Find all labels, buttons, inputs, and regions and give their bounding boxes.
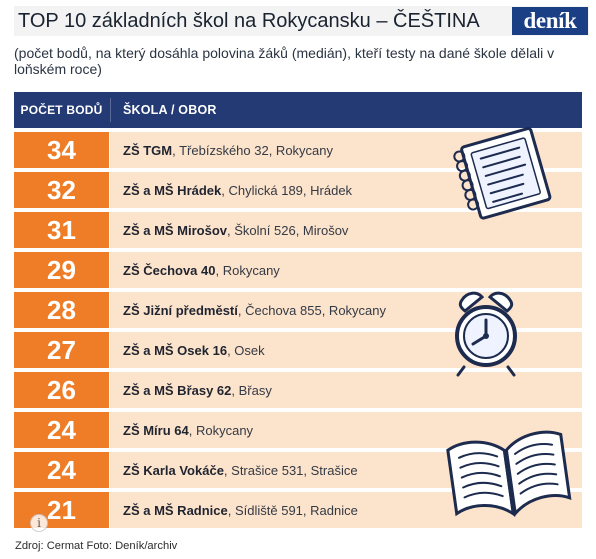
table-row: 31 ZŠ a MŠ Mirošov, Školní 526, Mirošov xyxy=(14,212,582,248)
school-name: ZŠ a MŠ Břasy 62 xyxy=(123,382,232,398)
school-name: ZŠ Jižní předměstí xyxy=(123,302,238,318)
notebook-icon xyxy=(453,127,552,220)
school-text: ZŠ Karla Vokáče, Strašice 531, Strašice xyxy=(123,452,358,488)
school-address: , Rokycany xyxy=(215,262,280,278)
school-text: ZŠ Míru 64, Rokycany xyxy=(123,412,253,448)
school-name: ZŠ a MŠ Hrádek xyxy=(123,182,222,198)
source-credit: Zdroj: Cermat Foto: Deník/archiv xyxy=(15,540,178,552)
school-text: ZŠ a MŠ Mirošov, Školní 526, Mirošov xyxy=(123,212,348,248)
alarm-clock-icon xyxy=(455,291,517,377)
school-text: ZŠ a MŠ Osek 16, Osek xyxy=(123,332,265,368)
school-address: , Školní 526, Mirošov xyxy=(227,222,349,238)
school-name: ZŠ a MŠ Radnice xyxy=(123,502,228,518)
score-cell: 31 xyxy=(14,212,109,248)
school-address: , Strašice 531, Strašice xyxy=(223,462,358,478)
school-cell: ZŠ Čechova 40, Rokycany xyxy=(110,252,582,288)
score-cell: 26 xyxy=(14,372,109,408)
school-name: ZŠ TGM xyxy=(123,142,173,158)
school-name: ZŠ Míru 64 xyxy=(123,422,189,438)
school-address: , Břasy xyxy=(231,382,272,398)
school-text: ZŠ Čechova 40, Rokycany xyxy=(123,252,280,288)
score-cell: 24 xyxy=(14,452,109,488)
school-text: ZŠ TGM, Třebízského 32, Rokycany xyxy=(123,132,333,168)
page-subtitle: (počet bodů, na který dosáhla polovina ž… xyxy=(14,45,555,77)
header-background xyxy=(14,6,589,36)
header-divider xyxy=(110,98,111,122)
table-row: 24 ZŠ Míru 64, Rokycany xyxy=(14,412,582,448)
column-header-score: POČET BODŮ xyxy=(20,103,103,117)
school-name: ZŠ Čechova 40 xyxy=(123,262,216,278)
score-cell: 21 xyxy=(14,492,109,528)
school-cell: ZŠ a MŠ Mirošov, Školní 526, Mirošov xyxy=(110,212,582,248)
school-address: , Osek xyxy=(227,342,265,358)
school-name: ZŠ a MŠ Mirošov xyxy=(123,222,228,238)
school-text: ZŠ a MŠ Břasy 62, Břasy xyxy=(123,372,272,408)
score-cell: 27 xyxy=(14,332,109,368)
table-row: 29 ZŠ Čechova 40, Rokycany xyxy=(14,252,582,288)
school-text: ZŠ a MŠ Hrádek, Chylická 189, Hrádek xyxy=(123,172,352,208)
school-address: , Třebízského 32, Rokycany xyxy=(172,142,334,158)
score-cell: 29 xyxy=(14,252,109,288)
school-text: ZŠ a MŠ Radnice, Sídliště 591, Radnice xyxy=(123,492,358,528)
school-address: , Čechova 855, Rokycany xyxy=(237,302,387,318)
score-cell: 24 xyxy=(14,412,109,448)
brand-logo: deník xyxy=(512,7,588,35)
school-cell: ZŠ Míru 64, Rokycany xyxy=(110,412,582,448)
open-book-icon xyxy=(446,430,572,517)
school-text: ZŠ Jižní předměstí, Čechova 855, Rokycan… xyxy=(123,292,386,328)
school-name: ZŠ Karla Vokáče xyxy=(123,462,224,478)
score-cell: 28 xyxy=(14,292,109,328)
school-address: , Rokycany xyxy=(188,422,254,438)
school-name: ZŠ a MŠ Osek 16 xyxy=(123,342,228,358)
school-cell: ZŠ a MŠ Břasy 62, Břasy xyxy=(110,372,582,408)
score-cell: 34 xyxy=(14,132,109,168)
table-header: POČET BODŮ ŠKOLA / OBOR xyxy=(14,92,582,128)
column-header-school: ŠKOLA / OBOR xyxy=(123,103,217,117)
school-address: , Sídliště 591, Radnice xyxy=(227,502,358,518)
page-title: TOP 10 základních škol na Rokycansku – Č… xyxy=(18,10,480,32)
info-icon[interactable]: i xyxy=(30,514,48,532)
score-cell: 32 xyxy=(14,172,109,208)
table-row: 26 ZŠ a MŠ Břasy 62, Břasy xyxy=(14,372,582,408)
school-address: , Chylická 189, Hrádek xyxy=(221,182,353,198)
